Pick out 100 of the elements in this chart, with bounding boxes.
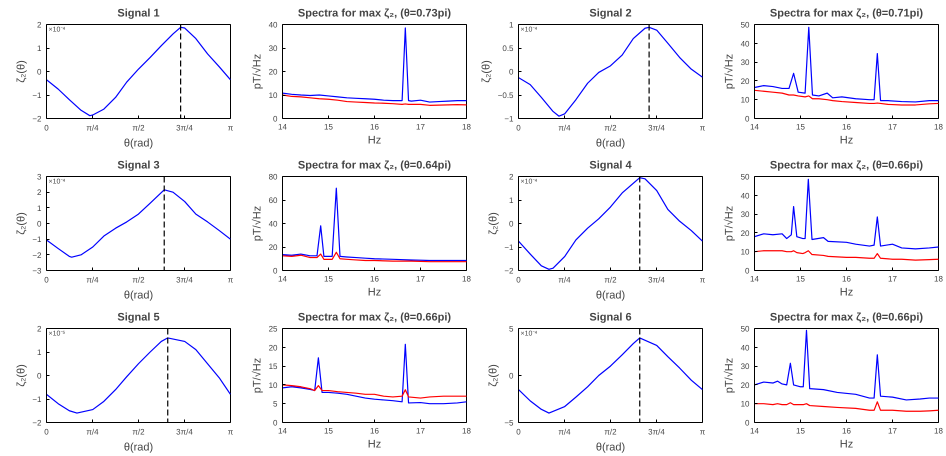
x-tick-label: 0: [516, 276, 522, 284]
x-axis-title: Hz: [840, 286, 854, 298]
y-tick-label: 30: [740, 362, 750, 372]
chart-title: Spectra for max ζ₂, (θ=0.71pi): [770, 8, 924, 20]
y-tick-label: 3: [37, 172, 42, 182]
x-tick-label: 0: [516, 428, 522, 436]
y-tick-label: −1: [32, 395, 42, 404]
x-tick-label: 16: [842, 426, 852, 436]
y-tick-label: 1: [37, 348, 42, 357]
x-tick-label: 14: [278, 426, 288, 436]
x-axis-title: Hz: [840, 438, 854, 450]
x-tick-label: 18: [462, 426, 472, 436]
x-tick-label: 17: [416, 426, 426, 436]
y-tick-label: 1: [509, 20, 514, 30]
x-tick-label: π: [228, 276, 234, 284]
y-tick-label: 0: [273, 418, 278, 428]
y-tick-label: 1: [509, 196, 514, 205]
y-tick-label: −2: [32, 114, 42, 124]
x-tick-label: π/4: [86, 276, 100, 284]
y-tick-label: 0: [745, 114, 750, 124]
x-tick-label: 17: [416, 274, 426, 284]
x-tick-label: π/4: [86, 124, 100, 132]
y-tick-label: 60: [268, 196, 278, 205]
y-tick-label: 0: [273, 266, 278, 276]
chart-title: Signal 6: [589, 312, 632, 324]
chart-title: Spectra for max ζ₂, (θ=0.66pi): [770, 312, 924, 324]
x-tick-label: π/2: [132, 276, 146, 284]
x-tick-label: 17: [888, 122, 898, 132]
x-tick-label: 16: [370, 274, 380, 284]
y-tick-label: 10: [740, 248, 750, 257]
y-tick-label: −1: [32, 235, 42, 244]
x-tick-label: π/4: [558, 428, 572, 436]
y-tick-label: 20: [268, 68, 278, 76]
x-tick-label: 3π/4: [176, 124, 194, 132]
y-tick-label: 20: [740, 228, 750, 238]
y-tick-label: −1: [504, 114, 514, 124]
x-tick-label: 15: [796, 122, 806, 132]
x-axis-title: θ(rad): [124, 442, 154, 454]
x-tick-label: 17: [888, 274, 898, 284]
y-tick-label: 0: [745, 266, 750, 276]
y-axis-title: pT/√Hz: [724, 358, 736, 394]
x-tick-label: π: [700, 124, 706, 132]
chart-title: Spectra for max ζ₂, (θ=0.73pi): [298, 8, 452, 20]
chart-title: Spectra for max ζ₂, (θ=0.64pi): [298, 160, 452, 172]
y-tick-label: 40: [268, 220, 278, 228]
y-tick-label: 30: [268, 44, 278, 53]
x-tick-label: 18: [934, 426, 944, 436]
chart-title: Spectra for max ζ₂, (θ=0.66pi): [298, 312, 452, 324]
y-tick-label: 20: [268, 243, 278, 252]
y-axis-title: pT/√Hz: [252, 54, 264, 90]
chart-title: Signal 4: [589, 160, 632, 172]
y-tick-label: 0: [37, 372, 42, 380]
y-tick-label: 20: [740, 76, 750, 86]
x-tick-label: π: [700, 428, 706, 436]
y-axis-title: ζ₂(θ): [15, 364, 28, 387]
y-tick-label: 1: [37, 204, 42, 213]
x-axis-title: θ(rad): [124, 290, 154, 302]
y-tick-label: 50: [740, 324, 750, 334]
x-tick-label: π: [228, 124, 234, 132]
y-tick-label: 5: [273, 400, 278, 409]
x-axis-title: θ(rad): [596, 442, 626, 454]
x-tick-label: 18: [934, 274, 944, 284]
y-tick-label: 10: [740, 96, 750, 105]
x-tick-label: 17: [416, 122, 426, 132]
y-tick-label: −2: [504, 266, 514, 276]
x-tick-label: π: [700, 276, 706, 284]
y-tick-label: 0: [37, 220, 42, 228]
y-tick-label: 2: [509, 172, 514, 182]
x-tick-label: π/2: [604, 428, 618, 436]
y-tick-label: 20: [740, 380, 750, 390]
y-tick-label: 0: [37, 68, 42, 76]
y-axis-title: pT/√Hz: [252, 206, 264, 242]
y-axis-title: ζ₂(θ): [15, 60, 28, 83]
y-tick-label: 0: [745, 418, 750, 428]
x-axis-title: θ(rad): [596, 290, 626, 302]
x-tick-label: π/2: [604, 124, 618, 132]
x-tick-label: 14: [750, 426, 760, 436]
y-tick-label: −5: [504, 418, 514, 428]
y-tick-label: 0.5: [502, 44, 514, 53]
x-tick-label: 0: [44, 428, 50, 436]
x-tick-label: 14: [750, 122, 760, 132]
y-tick-label: −1: [32, 91, 42, 100]
x-tick-label: 16: [842, 274, 852, 284]
y-tick-label: −3: [32, 266, 42, 276]
x-tick-label: 3π/4: [648, 124, 666, 132]
x-tick-label: 16: [370, 426, 380, 436]
y-tick-label: 40: [268, 20, 278, 30]
x-axis-title: Hz: [368, 134, 382, 146]
y-axis-title: ζ₂(θ): [487, 212, 500, 235]
x-tick-label: 3π/4: [176, 428, 194, 436]
chart-title: Spectra for max ζ₂, (θ=0.66pi): [770, 160, 924, 172]
y-tick-label: 2: [37, 20, 42, 30]
x-tick-label: π: [228, 428, 234, 436]
x-tick-label: 15: [324, 426, 334, 436]
y-tick-label: 0: [273, 114, 278, 124]
y-tick-label: 2: [37, 188, 42, 198]
y-tick-label: 10: [740, 400, 750, 409]
y-tick-label: 20: [268, 343, 278, 352]
y-tick-label: 10: [268, 380, 278, 390]
y-tick-label: 0: [509, 372, 514, 380]
